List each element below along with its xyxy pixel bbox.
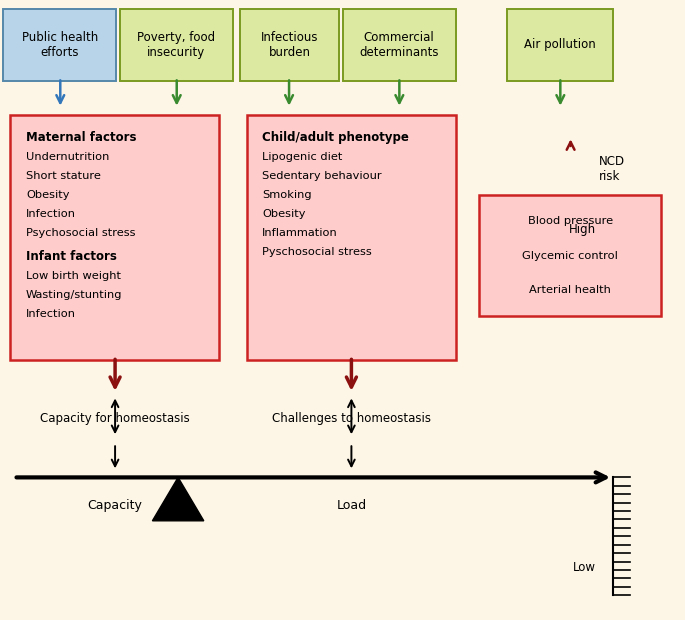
FancyBboxPatch shape bbox=[507, 9, 613, 81]
FancyBboxPatch shape bbox=[120, 9, 233, 81]
Text: Infection: Infection bbox=[26, 209, 76, 219]
Text: Arterial health: Arterial health bbox=[530, 285, 611, 296]
Text: Wasting/stunting: Wasting/stunting bbox=[26, 290, 123, 299]
Text: Infant factors: Infant factors bbox=[26, 250, 117, 263]
Text: Low: Low bbox=[573, 561, 596, 574]
Text: Lipogenic diet: Lipogenic diet bbox=[262, 152, 342, 162]
FancyBboxPatch shape bbox=[479, 195, 661, 316]
Text: Smoking: Smoking bbox=[262, 190, 312, 200]
Text: Challenges to homeostasis: Challenges to homeostasis bbox=[272, 412, 431, 425]
Text: Infection: Infection bbox=[26, 309, 76, 319]
FancyBboxPatch shape bbox=[240, 9, 339, 81]
Text: Glycemic control: Glycemic control bbox=[523, 250, 618, 261]
Text: Short stature: Short stature bbox=[26, 171, 101, 181]
FancyBboxPatch shape bbox=[247, 115, 456, 360]
Text: Sedentary behaviour: Sedentary behaviour bbox=[262, 171, 382, 181]
Text: Public health
efforts: Public health efforts bbox=[22, 31, 98, 59]
FancyBboxPatch shape bbox=[342, 9, 456, 81]
FancyBboxPatch shape bbox=[10, 115, 219, 360]
Text: Load: Load bbox=[336, 499, 366, 512]
Text: Pyschosocial stress: Pyschosocial stress bbox=[262, 247, 372, 257]
FancyBboxPatch shape bbox=[3, 9, 116, 81]
Text: Infectious
burden: Infectious burden bbox=[261, 31, 318, 59]
Text: Psychosocial stress: Psychosocial stress bbox=[26, 228, 136, 238]
Text: Poverty, food
insecurity: Poverty, food insecurity bbox=[137, 31, 216, 59]
Text: Obesity: Obesity bbox=[26, 190, 70, 200]
Text: Inflammation: Inflammation bbox=[262, 228, 338, 238]
Text: NCD
risk: NCD risk bbox=[599, 155, 625, 183]
Text: Commercial
determinants: Commercial determinants bbox=[359, 31, 439, 59]
Polygon shape bbox=[152, 477, 204, 521]
Text: Obesity: Obesity bbox=[262, 209, 306, 219]
Text: Capacity for homeostasis: Capacity for homeostasis bbox=[40, 412, 190, 425]
Text: Air pollution: Air pollution bbox=[524, 38, 596, 51]
Text: Undernutrition: Undernutrition bbox=[26, 152, 110, 162]
Text: Low birth weight: Low birth weight bbox=[26, 270, 121, 281]
Text: High: High bbox=[569, 223, 596, 236]
Text: Maternal factors: Maternal factors bbox=[26, 131, 136, 144]
Text: Blood pressure: Blood pressure bbox=[527, 216, 613, 226]
Text: Capacity: Capacity bbox=[88, 499, 142, 512]
Text: Child/adult phenotype: Child/adult phenotype bbox=[262, 131, 409, 144]
